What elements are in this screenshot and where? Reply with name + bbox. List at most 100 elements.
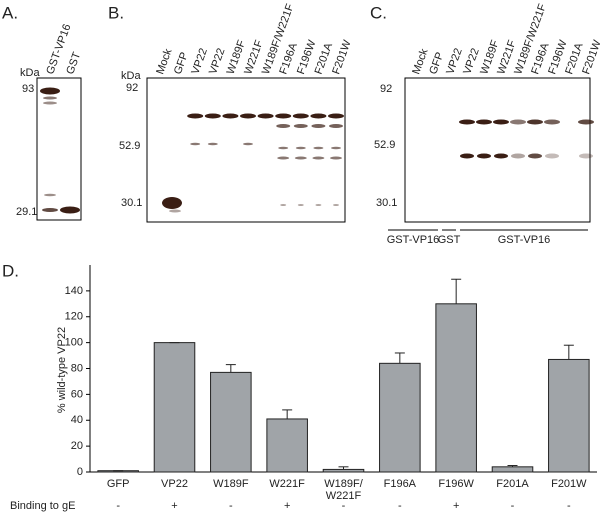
panel-label: A. (2, 3, 18, 22)
band (278, 146, 289, 150)
marker-label: 30.1 (376, 197, 397, 209)
band (578, 119, 594, 125)
lane-label: GFP (172, 51, 191, 76)
band (187, 113, 204, 119)
y-tick-label: 100 (65, 337, 83, 349)
marker-label: 30.1 (121, 197, 142, 209)
band (579, 153, 593, 159)
panel-label: B. (108, 3, 124, 22)
band (315, 204, 322, 206)
binding-mark: - (342, 500, 346, 512)
x-tick-label: W221F (269, 478, 305, 490)
panel-label: C. (370, 3, 387, 22)
bar (435, 303, 477, 473)
x-tick-label: F196W (438, 478, 474, 490)
group-label: GST (438, 234, 461, 246)
y-tick-label: 140 (65, 285, 83, 297)
marker-label: 92 (380, 83, 392, 95)
y-tick-label: 20 (71, 440, 83, 452)
binding-mark: + (171, 500, 177, 512)
y-tick-label: 80 (71, 362, 83, 374)
band (293, 124, 308, 128)
bar (548, 358, 590, 473)
y-axis-label: % wild-type VP22 (56, 327, 68, 413)
band (204, 113, 221, 119)
band (277, 156, 290, 160)
band (190, 142, 201, 146)
marker-label: 92 (126, 82, 138, 94)
x-tick-label: F196A (384, 478, 417, 490)
band (460, 153, 474, 159)
bar (153, 342, 196, 473)
band (276, 124, 291, 128)
binding-mark: - (511, 500, 515, 512)
lane-label: F201W (580, 38, 600, 76)
band (459, 119, 475, 125)
marker-label: 93 (22, 83, 34, 95)
x-tick-label: F201W (551, 478, 587, 490)
band (511, 153, 525, 159)
blot-frame (404, 77, 591, 223)
band (275, 113, 292, 119)
lane-label: GST (64, 50, 83, 76)
band (527, 119, 543, 125)
row-label: Binding to gE (10, 500, 75, 512)
x-tick-label: W189F/W221F (324, 478, 363, 502)
band (330, 156, 342, 160)
marker-label: 52.9 (119, 140, 140, 152)
x-tick-label: F201A (496, 478, 529, 490)
bar (491, 466, 534, 473)
blot-frame (36, 77, 82, 221)
binding-mark: + (453, 500, 459, 512)
band (544, 119, 560, 125)
group-label: GST-VP16 (498, 234, 551, 246)
x-tick-label: VP22 (161, 478, 188, 490)
y-tick-label: 40 (71, 414, 83, 426)
band (207, 142, 218, 146)
binding-mark: - (116, 500, 120, 512)
band (243, 142, 253, 146)
band (257, 113, 274, 119)
bar (210, 371, 252, 473)
band (297, 204, 304, 206)
bar (322, 468, 365, 473)
band (510, 119, 526, 125)
band (528, 153, 542, 159)
band (292, 113, 309, 119)
panel-label: D. (2, 261, 19, 280)
band (476, 119, 492, 125)
binding-mark: + (284, 500, 290, 512)
y-tick-label: 120 (65, 311, 83, 323)
y-tick-label: 60 (71, 388, 83, 400)
binding-mark: - (229, 500, 233, 512)
marker-label: 52.9 (374, 139, 395, 151)
band (331, 146, 341, 150)
band (494, 153, 508, 159)
band (222, 113, 239, 119)
x-tick-label: GFP (107, 478, 130, 490)
band (545, 153, 559, 159)
band (295, 146, 306, 150)
bar (266, 418, 308, 473)
binding-mark: - (567, 500, 571, 512)
band (312, 156, 325, 160)
marker-label: 29.1 (16, 206, 37, 218)
band (311, 124, 326, 128)
band (328, 113, 344, 119)
band (333, 204, 339, 206)
binding-mark: - (398, 500, 402, 512)
band (313, 146, 324, 150)
band (310, 113, 327, 119)
unit-label: kDa (121, 70, 141, 82)
band (329, 124, 343, 128)
y-tick-label: 0 (77, 466, 83, 478)
bar (379, 362, 421, 473)
x-tick-label: W189F (213, 478, 249, 490)
band (280, 204, 287, 206)
band (493, 119, 509, 125)
blot-frame (146, 77, 346, 223)
band (477, 153, 491, 159)
unit-label: kDa (20, 67, 40, 79)
lane-label: F201W (330, 38, 354, 76)
